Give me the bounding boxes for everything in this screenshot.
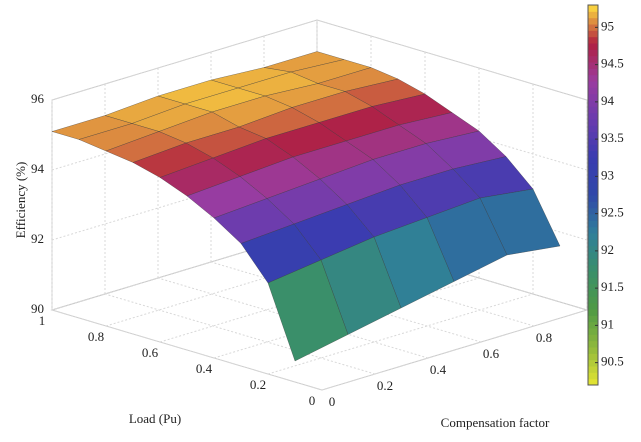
colorbar-segment xyxy=(588,169,598,177)
colorbar-segment xyxy=(588,220,598,228)
z-axis-label: Efficiency (%) xyxy=(13,162,28,239)
colorbar-segment xyxy=(588,182,598,190)
colorbar-segment xyxy=(588,328,598,335)
colorbar-segment xyxy=(588,55,598,63)
colorbar-segment xyxy=(588,201,598,209)
colorbar-segment xyxy=(588,100,598,107)
colorbar-segment xyxy=(588,283,598,291)
colorbar-segment xyxy=(588,163,598,171)
colorbar-segment xyxy=(588,81,598,88)
colorbar-segment xyxy=(588,359,598,367)
colorbar-segment xyxy=(588,62,598,69)
colorbar-segment xyxy=(588,340,598,348)
colorbar-segment xyxy=(588,24,598,31)
colorbar-segment xyxy=(588,264,598,272)
colorbar-segment xyxy=(588,378,598,386)
colorbar-segment xyxy=(588,157,598,164)
colorbar-frame xyxy=(587,4,599,386)
colorbar-segment xyxy=(588,214,598,221)
colorbar-segment xyxy=(588,68,598,76)
x-tick-label: 0.8 xyxy=(88,329,104,344)
z-tick-label: 96 xyxy=(31,91,45,106)
x-tick-label: 1 xyxy=(39,313,46,328)
colorbar-segment xyxy=(588,315,598,323)
colorbar-segment xyxy=(588,138,598,145)
y-tick-label: 0.2 xyxy=(377,378,393,393)
colorbar-segment xyxy=(588,87,598,95)
colorbar-segment xyxy=(588,226,598,234)
y-grid-line xyxy=(51,309,323,391)
colorbar-segment xyxy=(588,30,598,38)
colorbar-segment xyxy=(588,372,598,380)
colorbar-segment xyxy=(588,112,598,120)
colorbar-segment xyxy=(588,106,598,114)
x-axis-label: Load (Pu) xyxy=(129,411,181,426)
surface-patch xyxy=(267,259,349,362)
colorbar-segment xyxy=(588,43,598,50)
colorbar-segment xyxy=(588,176,598,183)
colorbar-segment xyxy=(588,290,598,297)
colorbar-segment xyxy=(588,334,598,342)
colorbar-tick-label: 93.5 xyxy=(601,130,624,145)
y-grid-line xyxy=(104,293,376,375)
colorbar-segment xyxy=(588,245,598,253)
colorbar-segment xyxy=(588,252,598,259)
colorbar-segment xyxy=(588,321,598,329)
y-tick-label: 0 xyxy=(329,394,336,409)
colorbar-segment xyxy=(588,119,598,126)
x-tick-label: 0.2 xyxy=(250,377,266,392)
colorbar-segment xyxy=(588,150,598,158)
colorbar-tick-label: 91 xyxy=(601,316,614,331)
y-tick-label: 0.4 xyxy=(430,362,447,377)
colorbar-segment xyxy=(588,296,598,304)
colorbar-segment xyxy=(588,195,598,202)
colorbar-segment xyxy=(588,347,598,354)
colorbar-segment xyxy=(588,258,598,266)
colorbar-segment xyxy=(588,17,598,25)
z-tick-label: 92 xyxy=(31,231,44,246)
colorbar-tick-label: 95 xyxy=(601,18,614,33)
colorbar-segment xyxy=(588,233,598,240)
colorbar-tick-label: 93 xyxy=(601,167,614,182)
colorbar-tick-label: 90.5 xyxy=(601,354,624,369)
colorbar-tick-label: 94.5 xyxy=(601,56,624,71)
y-tick-label: 0.6 xyxy=(483,346,500,361)
colorbar-segment xyxy=(588,49,598,57)
x-tick-label: 0.6 xyxy=(142,345,159,360)
colorbar-segment xyxy=(588,11,598,19)
colorbar-segment xyxy=(588,144,598,152)
colorbar-segment xyxy=(588,5,598,12)
y-tick-label: 0.8 xyxy=(536,330,552,345)
colorbar-segment xyxy=(588,125,598,133)
colorbar-segment xyxy=(588,366,598,373)
colorbar-segment xyxy=(588,239,598,247)
colorbar-tick-label: 91.5 xyxy=(601,279,624,294)
colorbar-segment xyxy=(588,207,598,215)
colorbar-segment xyxy=(588,309,598,316)
colorbar-segment xyxy=(588,277,598,285)
z-tick-label: 90 xyxy=(31,301,44,316)
colorbar-tick-label: 94 xyxy=(601,93,615,108)
x-tick-label: 0 xyxy=(309,393,316,408)
colorbar-segment xyxy=(588,188,598,196)
colorbar-segment xyxy=(588,74,598,82)
colorbar-segment xyxy=(588,353,598,361)
colorbar-segment xyxy=(588,131,598,139)
y-axis-label: Compensation factor xyxy=(441,415,550,430)
z-tick-label: 94 xyxy=(31,161,45,176)
colorbar-segment xyxy=(588,271,598,278)
x-tick-label: 0.4 xyxy=(196,361,213,376)
z-grid-line xyxy=(316,19,588,101)
colorbar-segment xyxy=(588,302,598,310)
colorbar-tick-label: 92 xyxy=(601,242,614,257)
colorbar-segment xyxy=(588,93,598,101)
colorbar-tick-label: 92.5 xyxy=(601,205,624,220)
colorbar-segment xyxy=(588,36,598,44)
